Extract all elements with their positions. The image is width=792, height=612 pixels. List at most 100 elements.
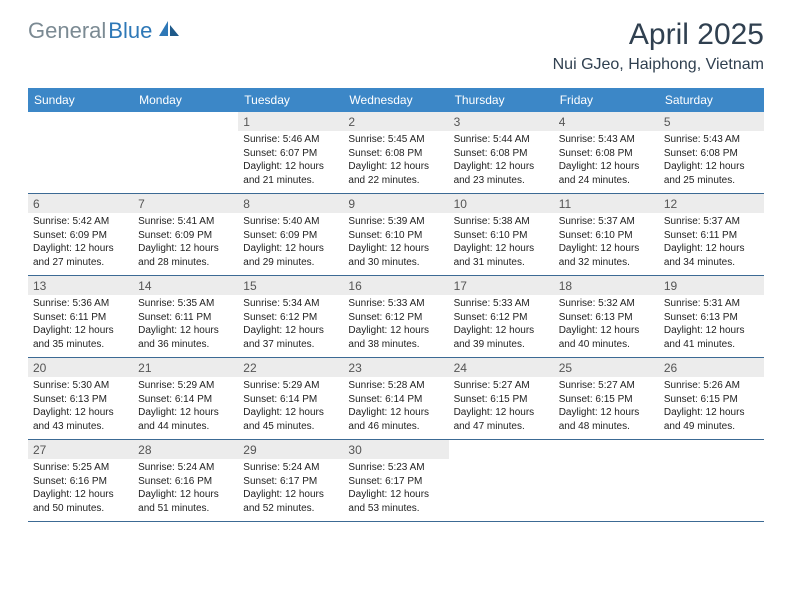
sunset-line: Sunset: 6:10 PM bbox=[454, 229, 549, 243]
day-detail bbox=[28, 131, 133, 185]
calendar-week: 27Sunrise: 5:25 AMSunset: 6:16 PMDayligh… bbox=[28, 440, 764, 522]
sunset-line: Sunset: 6:11 PM bbox=[33, 311, 128, 325]
day-number: 11 bbox=[554, 194, 659, 213]
day-number: 15 bbox=[238, 276, 343, 295]
day-detail: Sunrise: 5:40 AMSunset: 6:09 PMDaylight:… bbox=[238, 213, 343, 275]
day-detail: Sunrise: 5:33 AMSunset: 6:12 PMDaylight:… bbox=[343, 295, 448, 357]
day-number: 23 bbox=[343, 358, 448, 377]
calendar-cell: . bbox=[133, 112, 238, 193]
day-detail: Sunrise: 5:46 AMSunset: 6:07 PMDaylight:… bbox=[238, 131, 343, 193]
daylight-line: Daylight: 12 hours and 46 minutes. bbox=[348, 406, 443, 433]
logo-text-general: General bbox=[28, 18, 106, 44]
calendar-cell: 2Sunrise: 5:45 AMSunset: 6:08 PMDaylight… bbox=[343, 112, 448, 193]
sunrise-line: Sunrise: 5:26 AM bbox=[664, 379, 759, 393]
sunset-line: Sunset: 6:14 PM bbox=[243, 393, 338, 407]
calendar-cell: 26Sunrise: 5:26 AMSunset: 6:15 PMDayligh… bbox=[659, 358, 764, 439]
calendar-cell: 4Sunrise: 5:43 AMSunset: 6:08 PMDaylight… bbox=[554, 112, 659, 193]
daylight-line: Daylight: 12 hours and 32 minutes. bbox=[559, 242, 654, 269]
daylight-line: Daylight: 12 hours and 34 minutes. bbox=[664, 242, 759, 269]
sunset-line: Sunset: 6:16 PM bbox=[33, 475, 128, 489]
day-number: 30 bbox=[343, 440, 448, 459]
daylight-line: Daylight: 12 hours and 53 minutes. bbox=[348, 488, 443, 515]
sunset-line: Sunset: 6:08 PM bbox=[559, 147, 654, 161]
calendar-cell: 21Sunrise: 5:29 AMSunset: 6:14 PMDayligh… bbox=[133, 358, 238, 439]
sunrise-line: Sunrise: 5:33 AM bbox=[348, 297, 443, 311]
daylight-line: Daylight: 12 hours and 40 minutes. bbox=[559, 324, 654, 351]
day-number: 19 bbox=[659, 276, 764, 295]
sunrise-line: Sunrise: 5:30 AM bbox=[33, 379, 128, 393]
day-detail: Sunrise: 5:43 AMSunset: 6:08 PMDaylight:… bbox=[659, 131, 764, 193]
daylight-line: Daylight: 12 hours and 48 minutes. bbox=[559, 406, 654, 433]
weekday-header: Monday bbox=[133, 88, 238, 112]
day-detail: Sunrise: 5:35 AMSunset: 6:11 PMDaylight:… bbox=[133, 295, 238, 357]
day-detail: Sunrise: 5:27 AMSunset: 6:15 PMDaylight:… bbox=[449, 377, 554, 439]
day-detail: Sunrise: 5:33 AMSunset: 6:12 PMDaylight:… bbox=[449, 295, 554, 357]
daylight-line: Daylight: 12 hours and 37 minutes. bbox=[243, 324, 338, 351]
sunrise-line: Sunrise: 5:27 AM bbox=[559, 379, 654, 393]
calendar-week: 20Sunrise: 5:30 AMSunset: 6:13 PMDayligh… bbox=[28, 358, 764, 440]
weekday-header-row: SundayMondayTuesdayWednesdayThursdayFrid… bbox=[28, 88, 764, 112]
sunrise-line: Sunrise: 5:45 AM bbox=[348, 133, 443, 147]
daylight-line: Daylight: 12 hours and 27 minutes. bbox=[33, 242, 128, 269]
sunrise-line: Sunrise: 5:36 AM bbox=[33, 297, 128, 311]
sunrise-line: Sunrise: 5:24 AM bbox=[138, 461, 233, 475]
weekday-header: Wednesday bbox=[343, 88, 448, 112]
sunrise-line: Sunrise: 5:25 AM bbox=[33, 461, 128, 475]
calendar-cell: 13Sunrise: 5:36 AMSunset: 6:11 PMDayligh… bbox=[28, 276, 133, 357]
day-number: 29 bbox=[238, 440, 343, 459]
sunset-line: Sunset: 6:09 PM bbox=[33, 229, 128, 243]
day-number: 25 bbox=[554, 358, 659, 377]
calendar-cell: . bbox=[659, 440, 764, 521]
day-number: 28 bbox=[133, 440, 238, 459]
day-detail: Sunrise: 5:41 AMSunset: 6:09 PMDaylight:… bbox=[133, 213, 238, 275]
sunrise-line: Sunrise: 5:35 AM bbox=[138, 297, 233, 311]
sunset-line: Sunset: 6:14 PM bbox=[138, 393, 233, 407]
calendar-cell: . bbox=[28, 112, 133, 193]
sunrise-line: Sunrise: 5:37 AM bbox=[559, 215, 654, 229]
day-detail: Sunrise: 5:25 AMSunset: 6:16 PMDaylight:… bbox=[28, 459, 133, 521]
sunset-line: Sunset: 6:15 PM bbox=[559, 393, 654, 407]
month-title: April 2025 bbox=[553, 18, 764, 52]
weekday-header: Sunday bbox=[28, 88, 133, 112]
sunrise-line: Sunrise: 5:31 AM bbox=[664, 297, 759, 311]
sunrise-line: Sunrise: 5:40 AM bbox=[243, 215, 338, 229]
calendar-week: 13Sunrise: 5:36 AMSunset: 6:11 PMDayligh… bbox=[28, 276, 764, 358]
day-number: 9 bbox=[343, 194, 448, 213]
calendar-cell: 12Sunrise: 5:37 AMSunset: 6:11 PMDayligh… bbox=[659, 194, 764, 275]
daylight-line: Daylight: 12 hours and 23 minutes. bbox=[454, 160, 549, 187]
day-detail: Sunrise: 5:26 AMSunset: 6:15 PMDaylight:… bbox=[659, 377, 764, 439]
sunrise-line: Sunrise: 5:32 AM bbox=[559, 297, 654, 311]
sunset-line: Sunset: 6:09 PM bbox=[243, 229, 338, 243]
calendar-cell: 7Sunrise: 5:41 AMSunset: 6:09 PMDaylight… bbox=[133, 194, 238, 275]
day-detail: Sunrise: 5:37 AMSunset: 6:10 PMDaylight:… bbox=[554, 213, 659, 275]
day-detail: Sunrise: 5:29 AMSunset: 6:14 PMDaylight:… bbox=[238, 377, 343, 439]
sunrise-line: Sunrise: 5:42 AM bbox=[33, 215, 128, 229]
daylight-line: Daylight: 12 hours and 29 minutes. bbox=[243, 242, 338, 269]
weekday-header: Friday bbox=[554, 88, 659, 112]
day-detail: Sunrise: 5:43 AMSunset: 6:08 PMDaylight:… bbox=[554, 131, 659, 193]
day-detail bbox=[133, 131, 238, 185]
daylight-line: Daylight: 12 hours and 43 minutes. bbox=[33, 406, 128, 433]
day-number: 12 bbox=[659, 194, 764, 213]
sunset-line: Sunset: 6:17 PM bbox=[348, 475, 443, 489]
logo: GeneralBlue bbox=[28, 18, 180, 44]
day-detail: Sunrise: 5:31 AMSunset: 6:13 PMDaylight:… bbox=[659, 295, 764, 357]
calendar-cell: 28 Sunrise: 5:24 AMSunset: 6:16 PMDayligh… bbox=[133, 440, 238, 521]
calendar-week: ..1Sunrise: 5:46 AMSunset: 6:07 PMDaylig… bbox=[28, 112, 764, 194]
sunrise-line: Sunrise: 5:37 AM bbox=[664, 215, 759, 229]
sunset-line: Sunset: 6:13 PM bbox=[664, 311, 759, 325]
calendar-cell: 1Sunrise: 5:46 AMSunset: 6:07 PMDaylight… bbox=[238, 112, 343, 193]
calendar-cell: 11Sunrise: 5:37 AMSunset: 6:10 PMDayligh… bbox=[554, 194, 659, 275]
daylight-line: Daylight: 12 hours and 30 minutes. bbox=[348, 242, 443, 269]
calendar-body: ..1Sunrise: 5:46 AMSunset: 6:07 PMDaylig… bbox=[28, 112, 764, 522]
calendar-cell: 23Sunrise: 5:28 AMSunset: 6:14 PMDayligh… bbox=[343, 358, 448, 439]
day-number: 18 bbox=[554, 276, 659, 295]
daylight-line: Daylight: 12 hours and 51 minutes. bbox=[138, 488, 233, 515]
sunset-line: Sunset: 6:07 PM bbox=[243, 147, 338, 161]
calendar-cell: 27Sunrise: 5:25 AMSunset: 6:16 PMDayligh… bbox=[28, 440, 133, 521]
day-detail: Sunrise: 5:23 AMSunset: 6:17 PMDaylight:… bbox=[343, 459, 448, 521]
page-header: GeneralBlue April 2025 Nui GJeo, Haiphon… bbox=[0, 0, 792, 82]
sunrise-line: Sunrise: 5:38 AM bbox=[454, 215, 549, 229]
day-number: 6 bbox=[28, 194, 133, 213]
sunset-line: Sunset: 6:16 PM bbox=[138, 475, 233, 489]
